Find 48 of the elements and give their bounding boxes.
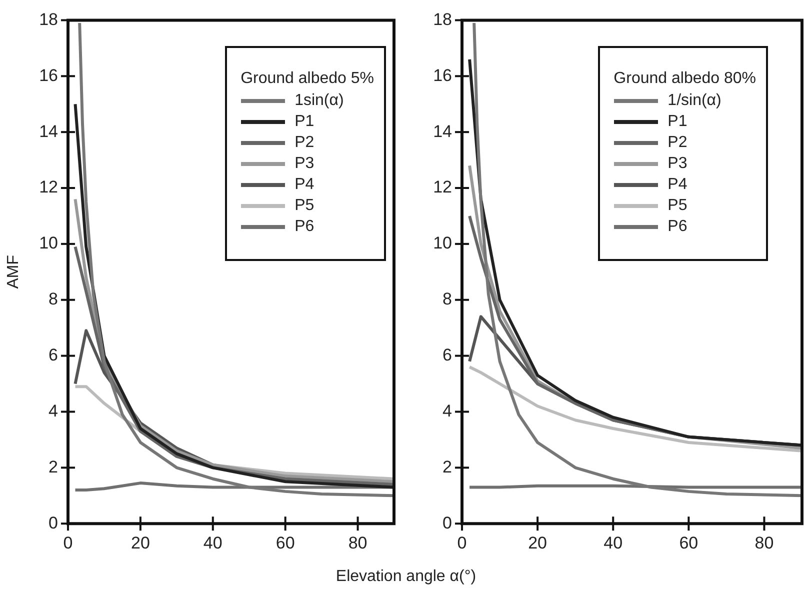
legend-label: P2 [668,134,688,152]
legend-label: P3 [294,154,314,172]
y-tick-label: 14 [433,122,452,141]
legend-label: P4 [668,176,688,194]
x-tick-label: 60 [276,533,295,552]
y-tick-label: 8 [442,290,452,309]
y-tick-label: 12 [39,178,58,197]
y-tick-label: 6 [48,345,58,364]
y-tick-label: 18 [39,10,58,29]
y-tick-label: 2 [442,457,452,476]
y-tick-label: 8 [48,290,58,309]
y-tick-label: 12 [433,178,452,197]
y-tick-label: 4 [442,401,452,420]
x-tick-label: 20 [130,533,150,552]
x-tick-label: 80 [754,533,774,552]
legend-label: P5 [294,196,314,214]
y-tick-label: 0 [48,513,58,532]
legend-label: 1/sin(α) [668,92,722,110]
legend-label: P5 [668,196,688,214]
x-axis-title: Elevation angle α(°) [334,568,478,586]
x-tick-label: 80 [348,533,368,552]
legend-label: P1 [294,112,314,130]
legend-title: Ground albedo 5% [240,70,374,88]
legend-label: P2 [294,134,314,152]
x-tick-label: 0 [457,533,467,552]
legend-label: P1 [668,112,688,130]
y-tick-label: 0 [442,513,452,532]
y-tick-label: 16 [433,66,452,85]
x-tick-label: 60 [679,533,698,552]
legend-label: P6 [294,218,314,236]
y-tick-label: 10 [39,234,58,253]
y-tick-label: 14 [39,122,58,141]
y-tick-label: 2 [48,457,58,476]
y-tick-label: 18 [433,10,452,29]
legend-label: P3 [668,154,688,172]
y-tick-label: 4 [48,401,58,420]
y-tick-label: 6 [442,345,452,364]
x-tick-label: 0 [63,533,73,552]
x-tick-label: 20 [528,533,548,552]
y-axis-title: AMF [5,254,22,289]
x-tick-label: 40 [604,533,623,552]
y-tick-label: 16 [39,66,58,85]
legend-label: P6 [668,218,688,236]
legend-title: Ground albedo 80% [614,70,756,88]
legend-label: P4 [294,176,314,194]
y-tick-label: 10 [433,234,452,253]
legend-label: 1sin(α) [294,92,344,110]
x-tick-label: 40 [203,533,222,552]
